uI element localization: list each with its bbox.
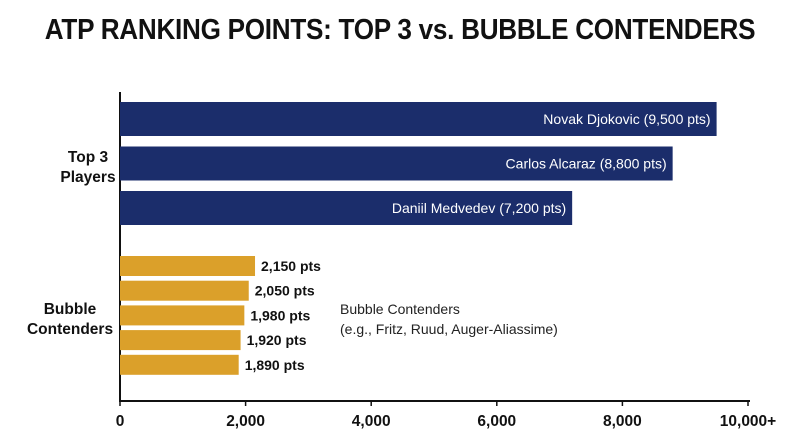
bar-value-label: 1,890 pts (245, 357, 305, 373)
x-tick-label: 4,000 (352, 413, 391, 430)
annotation-text: (e.g., Fritz, Ruud, Auger-Aliassime) (340, 321, 558, 337)
bar-value-label: 1,920 pts (247, 332, 307, 348)
group-label: Bubble (44, 301, 97, 318)
group-label: Contenders (27, 321, 113, 338)
bar (120, 146, 673, 181)
bar (120, 102, 717, 136)
bar-value-label: Daniil Medvedev (7,200 pts) (392, 200, 566, 216)
bar-value-label: Novak Djokovic (9,500 pts) (543, 111, 710, 127)
x-tick-label: 0 (116, 413, 125, 430)
x-tick-label: 2,000 (226, 413, 265, 430)
group-label: Top 3 (68, 149, 109, 166)
bar (120, 305, 245, 326)
bar (120, 191, 573, 225)
bar-value-label: 2,050 pts (255, 283, 315, 299)
x-tick-label: 6,000 (477, 413, 516, 430)
chart-title: ATP RANKING POINTS: TOP 3 vs. BUBBLE CON… (44, 14, 756, 46)
bar (120, 256, 256, 276)
bar (120, 354, 239, 375)
bar (120, 330, 241, 351)
group-label: Players (60, 169, 115, 186)
x-tick-label: 8,000 (603, 413, 642, 430)
bar-value-label: 2,150 pts (261, 258, 321, 274)
bar-value-label: 1,980 pts (250, 307, 310, 323)
bar (120, 280, 249, 301)
bar-value-label: Carlos Alcaraz (8,800 pts) (506, 156, 667, 172)
annotation-text: Bubble Contenders (340, 301, 460, 317)
x-tick-label: 10,000+ (720, 413, 776, 430)
